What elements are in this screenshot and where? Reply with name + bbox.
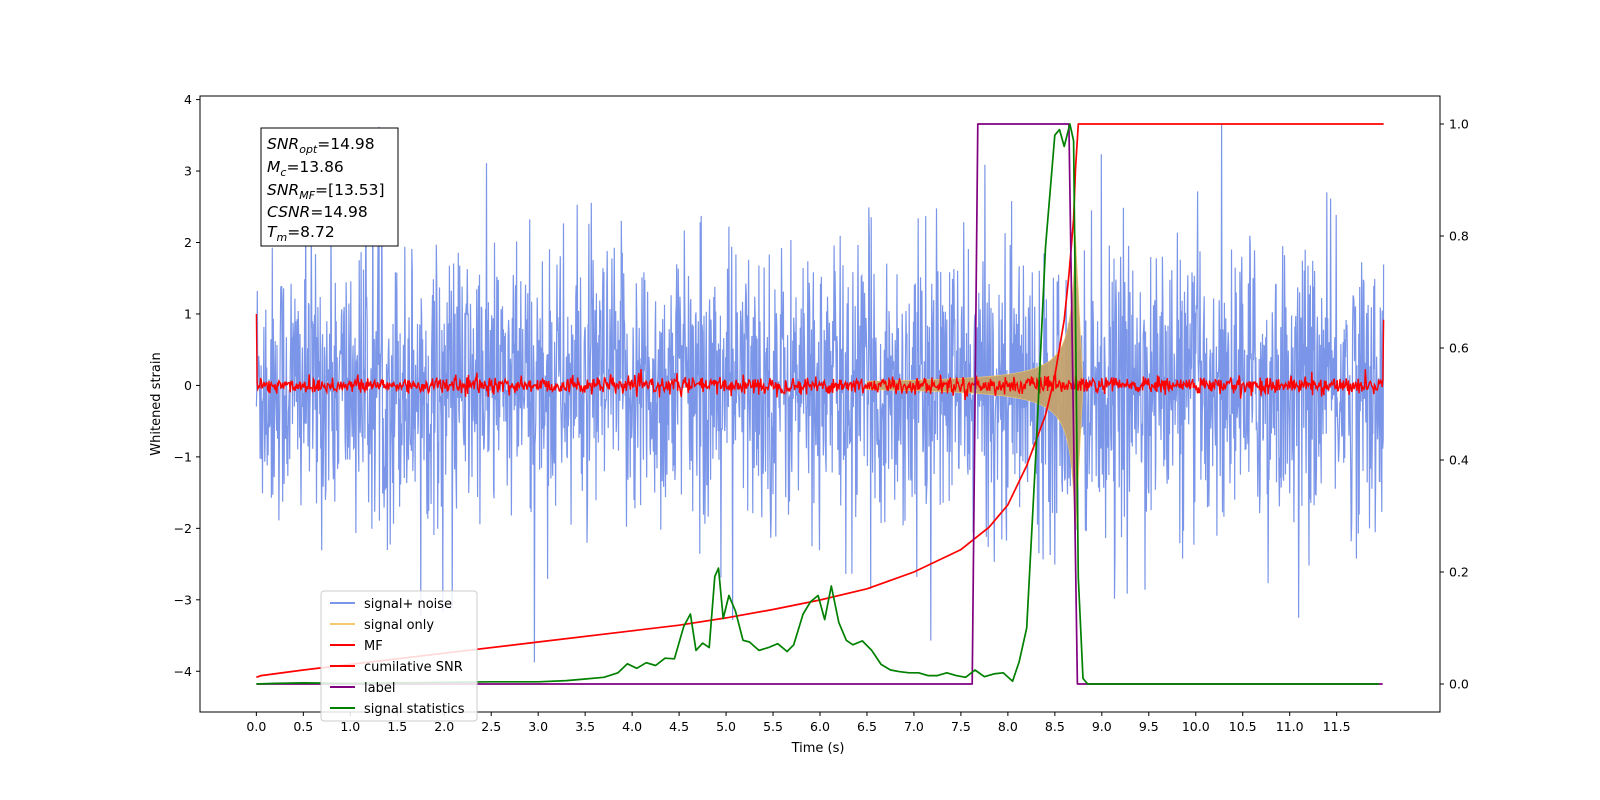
x-tick-label: 11.5 bbox=[1323, 719, 1351, 734]
x-tick-label: 4.0 bbox=[622, 719, 642, 734]
x-tick-label: 5.0 bbox=[716, 719, 736, 734]
info-line-csnr: CSNR=14.98 bbox=[267, 203, 368, 221]
x-tick-label: 6.5 bbox=[857, 719, 877, 734]
legend: signal+ noise signal only MF cumilative … bbox=[320, 590, 478, 722]
y-left-tick-label: −2 bbox=[174, 521, 192, 536]
legend-label: signal+ noise bbox=[364, 597, 452, 612]
x-tick-label: 6.0 bbox=[810, 719, 830, 734]
series-signal-statistics-line bbox=[256, 123, 1379, 685]
x-tick-label: 1.5 bbox=[387, 719, 407, 734]
x-tick-label: 3.5 bbox=[575, 719, 595, 734]
x-axis-label: Time (s) bbox=[791, 741, 845, 756]
y-left-tick-label: −1 bbox=[174, 449, 192, 464]
x-tick-label: 3.0 bbox=[528, 719, 548, 734]
legend-item-signal-noise: signal+ noise bbox=[330, 597, 452, 612]
x-tick-label: 10.5 bbox=[1229, 719, 1257, 734]
x-tick-label: 7.0 bbox=[904, 719, 924, 734]
info-line-snr-mf: SNRMF=[13.53] bbox=[267, 181, 385, 202]
x-tick-label: 4.5 bbox=[669, 719, 689, 734]
y-left-tick-label: 3 bbox=[184, 164, 192, 179]
y-right-tick-label: 0.0 bbox=[1449, 677, 1469, 692]
y-left-tick-label: 0 bbox=[184, 378, 192, 393]
info-line-snr-opt: SNRopt=14.98 bbox=[267, 135, 375, 156]
x-tick-label: 0.5 bbox=[293, 719, 313, 734]
y-left-tick-label: 2 bbox=[184, 235, 192, 250]
x-tick-label: 7.5 bbox=[951, 719, 971, 734]
legend-label: cumilative SNR bbox=[364, 660, 463, 675]
info-line-tm: Tm=8.72 bbox=[267, 223, 335, 244]
legend-label: signal statistics bbox=[364, 702, 465, 717]
y-left-tick-label: 1 bbox=[184, 306, 192, 321]
y-right-tick-label: 0.2 bbox=[1449, 565, 1469, 580]
series-mf-line bbox=[255, 313, 1385, 401]
info-box: SNRopt=14.98 Mc=13.86 SNRMF=[13.53] CSNR… bbox=[260, 127, 399, 247]
x-tick-label: 9.0 bbox=[1092, 719, 1112, 734]
x-tick-label: 10.0 bbox=[1182, 719, 1210, 734]
x-tick-label: 9.5 bbox=[1139, 719, 1159, 734]
legend-item-mf: MF bbox=[330, 639, 383, 654]
legend-item-cumulative-snr: cumilative SNR bbox=[330, 660, 463, 675]
legend-item-signal-only: signal only bbox=[330, 618, 434, 633]
x-tick-label: 2.0 bbox=[434, 719, 454, 734]
legend-label: signal only bbox=[364, 618, 434, 633]
legend-label: label bbox=[364, 681, 395, 696]
y-left-tick-label: −4 bbox=[174, 664, 192, 679]
info-line-mc: Mc=13.86 bbox=[267, 158, 344, 179]
y-right-tick-label: 0.8 bbox=[1449, 229, 1469, 244]
y-axis-label: Whitened strain bbox=[149, 352, 164, 455]
legend-label: MF bbox=[364, 639, 383, 654]
y-left-tick-label: −3 bbox=[174, 592, 192, 607]
y-right-tick-label: 1.0 bbox=[1449, 117, 1469, 132]
legend-item-label: label bbox=[330, 681, 395, 696]
x-tick-label: 5.5 bbox=[763, 719, 783, 734]
series-signal-noise-line bbox=[255, 124, 1385, 663]
legend-frame bbox=[320, 590, 478, 722]
y-axis-right: 1.0 0.8 0.6 0.4 0.2 0.0 bbox=[1440, 117, 1469, 692]
y-axis-left: 4 3 2 1 0 −1 −2 −3 −4 bbox=[174, 92, 200, 679]
y-left-tick-label: 4 bbox=[184, 92, 192, 107]
x-axis: 0.0 0.5 1.0 1.5 2.0 2.5 3.0 3.5 4.0 4.5 5.0 5.5 6.0 6… bbox=[246, 712, 1351, 734]
info-box-frame bbox=[260, 127, 399, 247]
x-tick-label: 1.0 bbox=[340, 719, 360, 734]
x-tick-label: 8.5 bbox=[1045, 719, 1065, 734]
x-tick-label: 11.0 bbox=[1276, 719, 1304, 734]
x-tick-label: 8.0 bbox=[998, 719, 1018, 734]
legend-item-signal-statistics: signal statistics bbox=[330, 702, 465, 717]
x-tick-label: 2.5 bbox=[481, 719, 501, 734]
y-right-tick-label: 0.6 bbox=[1449, 341, 1469, 356]
x-tick-label: 0.0 bbox=[246, 719, 266, 734]
y-right-tick-label: 0.4 bbox=[1449, 453, 1469, 468]
